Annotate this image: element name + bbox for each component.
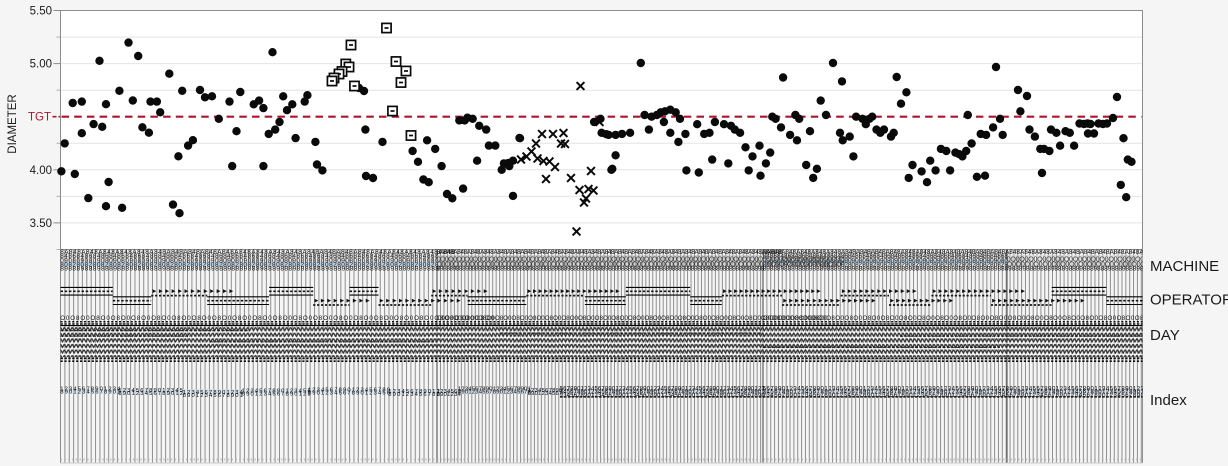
svg-text:8901234567: 8901234567	[528, 391, 563, 397]
svg-text:1234567890123456: 1234567890123456	[242, 389, 312, 395]
svg-text:345678901234567890123456789012: 3456789012345678901234567890123456789012…	[560, 390, 766, 396]
svg-text:5.50: 5.50	[30, 6, 52, 18]
svg-text:890123456789012345678: 890123456789012345678	[458, 390, 531, 396]
svg-text:234567890123456789012345678901: 2345678901234567890123456789012345678901…	[560, 393, 766, 399]
svg-text:808280828082808280828082808280: 8082808280828082808280828082808280828082…	[60, 262, 439, 269]
svg-text:234567890123456789012345678901: 2345678901234567890123456789012345678901…	[763, 393, 1145, 399]
svg-text:O0O8O0O8O0O8O0O8O0O8O0O8O0O8O0: O0O8O0O8O0O8O0O8O0O8O0O8O0O8O0O8O0O8O0O8…	[437, 315, 828, 322]
svg-text:345678901234567890123456789012: 3456789012345678901234567890123456789012…	[763, 390, 1145, 396]
svg-text:12345678901234: 12345678901234	[60, 387, 121, 393]
svg-text:89012345678901: 89012345678901	[183, 393, 244, 399]
svg-text:890123456789: 890123456789	[388, 392, 441, 398]
svg-text:O0O8O0O8O0O8O0O8O0O8O0O8O0O8O0: O0O8O0O8O0O8O0O8O0O8O0O8O0O8O0O8O0O8O0O8…	[763, 315, 1213, 322]
svg-text:12345678901234: 12345678901234	[183, 390, 244, 396]
svg-text:898889888988898889888988898889: 8988898889888988898889888988898889888988…	[437, 265, 765, 272]
svg-text:►►►►►►►►►: ►►►►►►►►►	[431, 288, 489, 295]
svg-text:DAY: DAY	[1150, 327, 1180, 344]
svg-text:8A848A848A848A848A848A848A848A: 8A848A848A848A848A848A848A848A848A848A84…	[60, 249, 455, 256]
svg-text:123456789012345678901: 123456789012345678901	[458, 387, 531, 393]
svg-text:►►►►►►►►►►►►►: ►►►►►►►►►►►►►	[841, 288, 918, 295]
svg-text:►►►►►►►►►►►►►►►►►►: ►►►►►►►►►►►►►►►►►►	[722, 288, 822, 295]
svg-text:TGT: TGT	[28, 112, 51, 124]
svg-text:8901234567890123: 8901234567890123	[242, 392, 312, 398]
svg-text:1234567: 1234567	[437, 389, 461, 395]
svg-text:89012345678901: 89012345678901	[60, 390, 121, 396]
svg-text:0O0O0O0O0O0O0O0O0O0O0O0O0O0O0O: 0O0O0O0O0O0O0O0O0O0O0O0O0O0O0O0O0O0O0O0O…	[437, 254, 846, 263]
svg-text:898889888988898889888988898889: 8988898889888988898889888988898889888988…	[763, 265, 1144, 272]
svg-text:OPERATOR: OPERATOR	[1150, 292, 1228, 309]
svg-text:890123456789012: 890123456789012	[118, 391, 184, 397]
svg-text:123456789012: 123456789012	[388, 389, 441, 395]
svg-text:►►►►►►►►►►►►►►►►: ►►►►►►►►►►►►►►►►	[991, 297, 1085, 304]
svg-text:0O0O0O0O0O0O0O0O0O0O0O0O0O0O0O: 0O0O0O0O0O0O0O0O0O0O0O0O0O0O0O0O0O0O0O	[1007, 254, 1177, 263]
svg-text:MACHINE: MACHINE	[1150, 258, 1219, 275]
svg-text:3.50: 3.50	[30, 218, 52, 230]
svg-text:►►►►►►►►►►►►►: ►►►►►►►►►►►►►	[379, 297, 462, 304]
svg-text:►►►►►►►►►►►►►: ►►►►►►►►►►►►►	[151, 288, 234, 295]
svg-text:8901234567890123456: 8901234567890123456	[308, 390, 391, 396]
svg-text:8A848A848A848A848A848A848A848A: 8A848A848A848A848A848A848A848A848A848A84…	[763, 249, 1163, 256]
svg-text:Index: Index	[1150, 392, 1187, 409]
svg-text:5.00: 5.00	[30, 59, 52, 71]
svg-text:1234567890123456789: 1234567890123456789	[308, 387, 391, 393]
svg-text:►►►►►►►►►►►►►►►►►: ►►►►►►►►►►►►►►►►►	[526, 288, 620, 295]
svg-text:►►►►►►►►►►►►►►►►: ►►►►►►►►►►►►►►►►	[782, 297, 876, 304]
svg-text:►►►►►►►►►: ►►►►►►►►►	[313, 297, 371, 304]
svg-text:4.00: 4.00	[30, 165, 52, 177]
svg-text:567890123456789012345678901234: 5678901234567890123456789012345678901234…	[560, 386, 766, 392]
svg-text:►►►►►►►►►►►►►►►►: ►►►►►►►►►►►►►►►►	[931, 288, 1025, 295]
svg-text:O0O8O0O8O0O8O0O8O0O8O0O8O0O8O0: O0O8O0O8O0O8O0O8O0O8O0O8O0O8O0O8O0O8O0O8…	[60, 315, 495, 322]
svg-text:►►►►►►►►►►►: ►►►►►►►►►►►	[889, 297, 954, 304]
svg-text:8901234: 8901234	[437, 392, 462, 398]
svg-text:8A848A848A848A848A848A848A848A: 8A848A848A848A848A848A848A848A848A848A84…	[437, 249, 783, 256]
svg-text:O0O0O0O0O0O0O0O0O0O0O0O0O0O0O0: O0O0O0O0O0O0O0O0O0O0O0O0O0O0O0O0O0O0O0O0…	[437, 260, 845, 269]
svg-text:808280828082808280828082808280: 8082808280828082808280828082808280828082…	[763, 262, 1009, 269]
svg-text:O0O0O0O0O0O0O0O0O0O0O0O0O0O0O0: O0O0O0O0O0O0O0O0O0O0O0O0O0O0O0O0O0O0O0	[1007, 260, 1177, 269]
svg-text:DIAMETER: DIAMETER	[7, 94, 19, 153]
svg-text:898889888988898889888988898889: 8988898889888988898889888988898889888988…	[60, 265, 439, 272]
svg-text:1234567890: 1234567890	[528, 388, 563, 394]
svg-text:123456789012345: 123456789012345	[118, 388, 184, 394]
svg-text:567890123456789012345678901234: 5678901234567890123456789012345678901234…	[763, 386, 1145, 392]
